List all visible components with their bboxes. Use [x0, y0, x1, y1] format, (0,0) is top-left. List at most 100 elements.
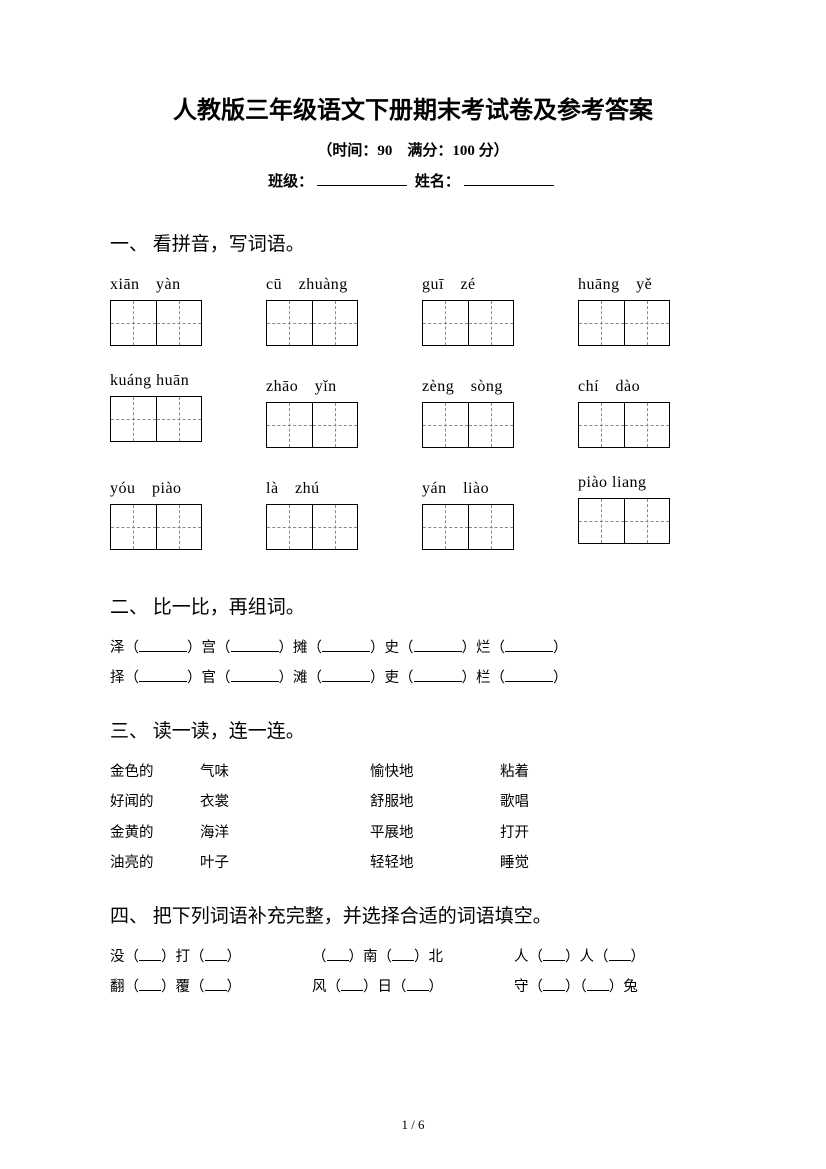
- q4-text: ）打（: [161, 949, 205, 965]
- pinyin-label: zèng sòng: [422, 372, 530, 396]
- q4-text: ）南（: [349, 949, 393, 965]
- tianzi-box[interactable]: [422, 300, 514, 346]
- q3-item: 歌唱: [500, 787, 590, 817]
- pinyin-item: piào liang: [578, 474, 686, 570]
- tianzi-box[interactable]: [266, 300, 358, 346]
- q3-item: 舒服地: [370, 787, 500, 817]
- q3-col-2: 气味 衣裳 海洋 叶子: [200, 757, 370, 879]
- section-1-heading: 一、 看拼音，写词语。: [110, 229, 716, 256]
- q4-text: ）: [227, 949, 242, 965]
- tianzi-box[interactable]: [110, 396, 202, 442]
- q4-text: 没（: [110, 949, 139, 965]
- q2-blank[interactable]: [139, 668, 187, 682]
- q4-text: ）: [429, 979, 444, 995]
- q3-item: 粘着: [500, 757, 590, 787]
- q4-blank[interactable]: [139, 947, 161, 960]
- tianzi-box[interactable]: [578, 402, 670, 448]
- pinyin-label: xiān yàn: [110, 270, 218, 294]
- q4-blank[interactable]: [205, 978, 227, 991]
- subtitle: （时间：90 满分：100 分）: [110, 139, 716, 160]
- q2-blank[interactable]: [414, 638, 462, 652]
- q4-blank[interactable]: [205, 947, 227, 960]
- tianzi-box[interactable]: [110, 504, 202, 550]
- q2-text: 泽（: [110, 640, 139, 656]
- q2-text: ）宫（: [187, 640, 231, 656]
- section-2-heading: 二、 比一比，再组词。: [110, 592, 716, 619]
- q4-blank[interactable]: [543, 978, 565, 991]
- q2-blank[interactable]: [322, 668, 370, 682]
- q2-blank[interactable]: [231, 668, 279, 682]
- q3-item: 好闻的: [110, 787, 200, 817]
- q2-blank[interactable]: [231, 638, 279, 652]
- q4-text: 人（: [514, 949, 543, 965]
- pinyin-grid: xiān yàn cū zhuàng guī zé huāng yě kuáng…: [110, 270, 716, 570]
- q4-row-1: 没（）打（） （）南（）北 人（）人（）: [110, 942, 716, 972]
- pinyin-item: cū zhuàng: [266, 270, 374, 366]
- q2-blank[interactable]: [505, 638, 553, 652]
- q2-row-2: 择（）官（）滩（）吏（）栏（）: [110, 663, 716, 693]
- q2-text: ）史（: [370, 640, 414, 656]
- page-number: 1 / 6: [0, 1117, 826, 1133]
- q4-cell: 翻（ ）覆（ ）: [110, 972, 312, 1002]
- q4-text: ）兔: [609, 979, 638, 995]
- section-4-heading: 四、 把下列词语补充完整，并选择合适的词语填空。: [110, 901, 716, 928]
- tianzi-box[interactable]: [266, 504, 358, 550]
- pinyin-item: guī zé: [422, 270, 530, 366]
- class-blank[interactable]: [317, 170, 407, 186]
- q3-item: 衣裳: [200, 787, 370, 817]
- pinyin-item: chí dào: [578, 372, 686, 468]
- pinyin-row: kuáng huān zhāo yǐn zèng sòng chí dào: [110, 372, 716, 468]
- q4-blank[interactable]: [327, 947, 349, 960]
- q4-cell: 守（）（）兔: [514, 972, 716, 1002]
- tianzi-box[interactable]: [422, 402, 514, 448]
- q2-blank[interactable]: [414, 668, 462, 682]
- exam-page: 人教版三年级语文下册期末考试卷及参考答案 （时间：90 满分：100 分） 班级…: [0, 0, 826, 1169]
- name-blank[interactable]: [464, 170, 554, 186]
- q4-blank[interactable]: [392, 947, 414, 960]
- q3-col-1: 金色的 好闻的 金黄的 油亮的: [110, 757, 200, 879]
- q4-cell: 人（）人（）: [514, 942, 716, 972]
- q4-text: ）（: [565, 979, 587, 995]
- q4-blank[interactable]: [139, 978, 161, 991]
- q4-blank[interactable]: [543, 947, 565, 960]
- q2-text: ）烂（: [462, 640, 506, 656]
- tianzi-box[interactable]: [578, 498, 670, 544]
- pinyin-row: xiān yàn cū zhuàng guī zé huāng yě: [110, 270, 716, 366]
- class-label: 班级：: [268, 174, 313, 190]
- q4-blank[interactable]: [407, 978, 429, 991]
- q4-text: ）人（: [565, 949, 609, 965]
- pinyin-label: huāng yě: [578, 270, 686, 294]
- q4-text: ）北: [414, 949, 443, 965]
- q2-blank[interactable]: [505, 668, 553, 682]
- q2-text: ）栏（: [462, 670, 506, 686]
- q3-columns: 金色的 好闻的 金黄的 油亮的 气味 衣裳 海洋 叶子 愉快地 舒服地 平展地 …: [110, 757, 716, 879]
- tianzi-box[interactable]: [110, 300, 202, 346]
- tianzi-box[interactable]: [578, 300, 670, 346]
- tianzi-box[interactable]: [266, 402, 358, 448]
- pinyin-label: chí dào: [578, 372, 686, 396]
- q4-row-2: 翻（）覆（） 风（）日（） 守（）（）兔: [110, 972, 716, 1002]
- q4-text: ）: [227, 979, 242, 995]
- q4-text: 翻（: [110, 979, 139, 995]
- q4-text: ）覆（: [161, 979, 205, 995]
- q2-text: 择（: [110, 670, 139, 686]
- q4-cell: （）南（）北: [312, 942, 514, 972]
- q4-blank[interactable]: [609, 947, 631, 960]
- q2-blank[interactable]: [322, 638, 370, 652]
- q2-text: ）: [553, 670, 568, 686]
- q3-item: 海洋: [200, 818, 370, 848]
- q2-blank[interactable]: [139, 638, 187, 652]
- pinyin-item: zhāo yǐn: [266, 372, 374, 468]
- q4-blank[interactable]: [341, 978, 363, 991]
- tianzi-box[interactable]: [422, 504, 514, 550]
- pinyin-item: yán liào: [422, 474, 530, 570]
- q4-blank[interactable]: [587, 978, 609, 991]
- q3-item: 叶子: [200, 848, 370, 878]
- pinyin-label: guī zé: [422, 270, 530, 294]
- pinyin-row: yóu piào là zhú yán liào piào liang: [110, 474, 716, 570]
- q3-item: 平展地: [370, 818, 500, 848]
- q4-cell: 风（）日（）: [312, 972, 514, 1002]
- name-label: 姓名：: [415, 174, 460, 190]
- pinyin-item: kuáng huān: [110, 372, 218, 468]
- q3-col-3: 愉快地 舒服地 平展地 轻轻地: [370, 757, 500, 879]
